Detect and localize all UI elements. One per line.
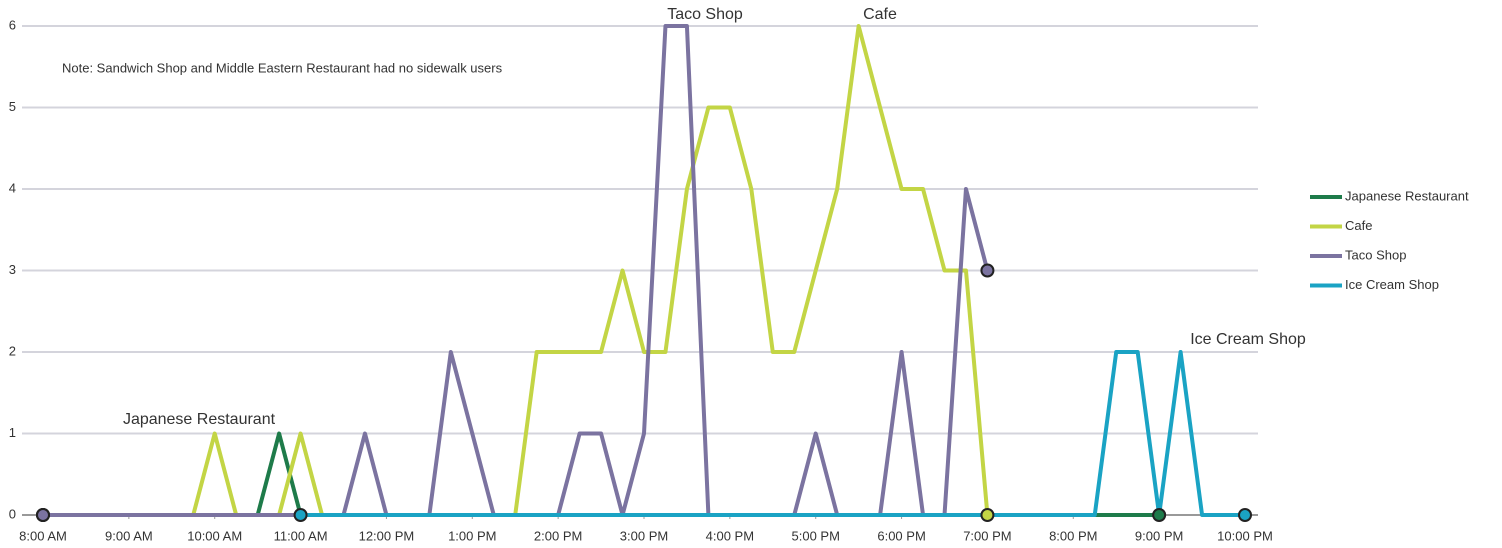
x-tick-label: 6:00 PM	[877, 528, 925, 543]
series-annotation: Japanese Restaurant	[123, 411, 276, 428]
y-tick-label: 4	[9, 180, 16, 195]
x-tick-label: 7:00 PM	[963, 528, 1011, 543]
x-tick-label: 10:00 AM	[187, 528, 242, 543]
y-tick-label: 6	[9, 17, 16, 32]
x-tick-label: 12:00 PM	[359, 528, 415, 543]
y-tick-label: 3	[9, 262, 16, 277]
end-marker	[293, 508, 308, 522]
y-tick-label: 5	[9, 99, 16, 114]
x-tick-label: 9:00 PM	[1135, 528, 1183, 543]
x-tick-label: 9:00 AM	[105, 528, 153, 543]
y-tick-label: 1	[9, 425, 16, 440]
series-annotation: Taco Shop	[667, 6, 743, 23]
series-annotation: Cafe	[863, 6, 897, 23]
x-tick-label: 2:00 PM	[534, 528, 582, 543]
x-tick-label: 8:00 AM	[19, 528, 67, 543]
legend-label: Ice Cream Shop	[1345, 277, 1439, 292]
end-marker	[36, 508, 50, 522]
x-tick-label: 11:00 AM	[274, 528, 328, 543]
x-tick-label: 3:00 PM	[620, 528, 668, 543]
legend-label: Cafe	[1345, 218, 1372, 233]
x-tick-label: 10:00 PM	[1217, 528, 1273, 543]
series-line	[300, 350, 1245, 517]
x-tick-label: 4:00 PM	[706, 528, 754, 543]
x-tick-label: 1:00 PM	[448, 528, 496, 543]
end-marker	[1152, 508, 1167, 522]
x-tick-label: 5:00 PM	[792, 528, 840, 543]
y-tick-label: 0	[9, 506, 16, 521]
x-tick-label: 8:00 PM	[1049, 528, 1097, 543]
y-tick-label: 2	[9, 343, 16, 358]
series-annotation: Ice Cream Shop	[1190, 331, 1306, 348]
note: Note: Sandwich Shop and Middle Eastern R…	[62, 60, 503, 75]
end-marker	[980, 508, 995, 522]
legend-label: Taco Shop	[1345, 247, 1406, 262]
end-marker	[1238, 508, 1252, 522]
legend-label: Japanese Restaurant	[1345, 188, 1469, 203]
end-marker	[980, 263, 995, 278]
